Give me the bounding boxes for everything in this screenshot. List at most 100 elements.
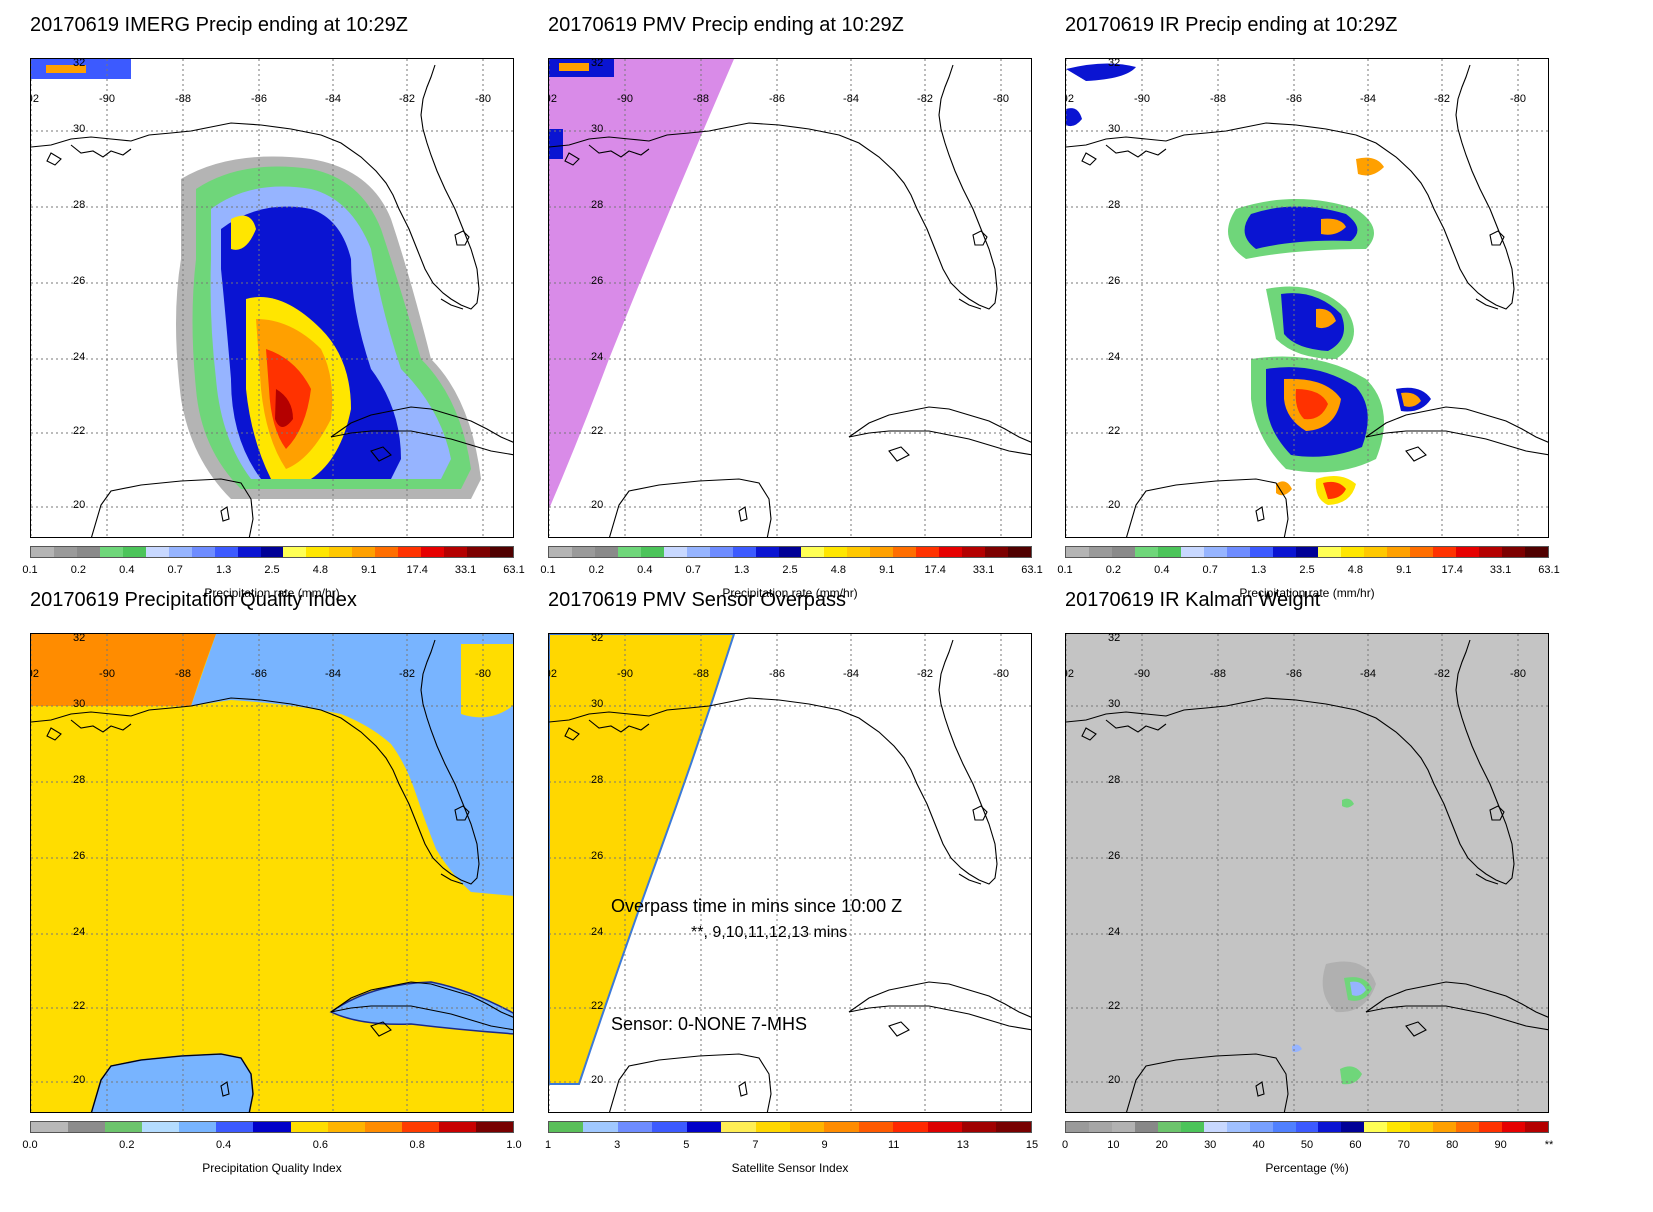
panel-title: 20170619 PMV Precip ending at 10:29Z — [548, 14, 904, 36]
colorbar-tick-label: 1.0 — [506, 1139, 522, 1151]
coastline — [588, 144, 650, 158]
colorbar-swatch — [122, 547, 146, 557]
lat-label: 30 — [73, 698, 86, 710]
panel-title: 20170619 IMERG Precip ending at 10:29Z — [30, 14, 409, 36]
colorbar-swatch — [1226, 1122, 1250, 1132]
lon-label: -84 — [1360, 668, 1376, 680]
lat-label: 26 — [73, 275, 86, 287]
colorbar-swatch — [1502, 547, 1526, 557]
lon-label: -92 — [31, 668, 39, 680]
lon-label: -88 — [1210, 668, 1226, 680]
colorbar-tick-label: 15 — [1025, 1139, 1039, 1151]
lon-label: -82 — [399, 668, 415, 680]
colorbar-tick-label: 0.4 — [215, 1139, 232, 1151]
colorbar-swatch — [1066, 1122, 1089, 1132]
coastline — [31, 64, 480, 310]
colorbar-tick-label: 90 — [1494, 1139, 1507, 1151]
colorbar-swatch — [1387, 547, 1411, 557]
lat-label: 24 — [591, 351, 604, 363]
map-svg — [549, 59, 1031, 537]
precip-field — [1401, 392, 1421, 407]
precip-field — [1316, 308, 1336, 329]
map-panel: 20170619 IR Precip ending at 10:29Z-92-9… — [1057, 0, 1595, 600]
coastline — [330, 406, 513, 443]
colorbar-swatch — [686, 1122, 722, 1132]
colorbar-tick-label: 50 — [1300, 1139, 1314, 1151]
coastline — [46, 152, 62, 166]
colorbar-swatch — [375, 547, 399, 557]
colorbar-ticks: 0.1 0.2 0.4 0.7 1.3 2.5 4.8 9.1 17.4 33.1 63.1 — [22, 564, 524, 578]
lat-label: 32 — [1108, 633, 1121, 644]
colorbar-tick-label: 0 — [1061, 1139, 1069, 1151]
colorbar-ticks: 0 10 20 30 40 50 60 70 80 90 ** — [1061, 1139, 1553, 1153]
panel-title: 20170619 Precipitation Quality Index — [30, 589, 357, 611]
colorbar-tick-label: 0.1 — [1057, 564, 1073, 576]
colorbar-tick-label: 0.7 — [1202, 564, 1218, 576]
lat-label: 22 — [1108, 425, 1121, 437]
lon-label: -80 — [1510, 93, 1526, 105]
lon-label: -86 — [1286, 668, 1302, 680]
precip-field — [1356, 157, 1384, 176]
colorbar-label: Precipitation rate (mm/hr) — [204, 586, 340, 600]
coastline — [549, 639, 998, 885]
lon-label: -84 — [325, 93, 341, 105]
lat-label: 20 — [1108, 1074, 1121, 1086]
colorbar-label: Precipitation Quality Index — [202, 1161, 342, 1175]
coastline — [454, 230, 470, 246]
colorbar-tick-label: 0.2 — [70, 564, 87, 576]
lat-label: 22 — [1108, 1000, 1121, 1012]
colorbar-tick-label: 2.5 — [1299, 564, 1315, 576]
colorbar-swatch — [1249, 547, 1273, 557]
lat-label: 22 — [73, 1000, 86, 1012]
coastline — [1405, 1021, 1427, 1037]
colorbar-swatch — [709, 547, 733, 557]
coastline — [1255, 506, 1265, 522]
colorbar-swatch — [789, 1122, 825, 1132]
colorbar-swatch — [1318, 1122, 1342, 1132]
colorbar-swatch — [652, 1122, 687, 1132]
precip-field — [1295, 389, 1328, 420]
colorbar-tick-label: 0.7 — [685, 564, 701, 576]
lat-label: 30 — [1108, 123, 1121, 135]
lon-label: -80 — [475, 668, 491, 680]
colorbar-swatch — [1272, 547, 1296, 557]
colorbar-swatch — [1111, 547, 1135, 557]
coastline — [609, 478, 772, 537]
coastline — [564, 727, 580, 741]
coastline — [1489, 230, 1505, 246]
colorbar-swatch — [1157, 1122, 1181, 1132]
lat-label: 22 — [591, 425, 604, 437]
colorbar-swatch — [721, 1122, 756, 1132]
colorbar-swatch — [421, 547, 445, 557]
lon-label: -90 — [617, 93, 633, 105]
lat-label: 22 — [591, 1000, 604, 1012]
lon-label: -80 — [993, 668, 1009, 680]
coastline — [848, 430, 1031, 456]
colorbar-swatch — [31, 547, 54, 557]
colorbar-tick-label: 4.8 — [312, 564, 329, 576]
pmv-swath — [549, 59, 734, 509]
colorbar-swatch — [444, 547, 468, 557]
colorbar-swatch — [142, 1122, 180, 1132]
map-area: -92 -90 -88 -86 -84 -82 -80 32 30 28 26 24 22 20 — [1065, 58, 1549, 538]
lon-label: -88 — [693, 668, 709, 680]
colorbar-swatch — [858, 1122, 894, 1132]
colorbar-swatch — [438, 1122, 476, 1132]
coastline — [1126, 1053, 1289, 1112]
sensor-swath — [549, 634, 736, 1085]
colorbar-swatch — [549, 547, 572, 557]
coastline — [1365, 981, 1548, 1018]
colorbar-tick-label: 4.8 — [1347, 564, 1364, 576]
lon-label: -90 — [1134, 668, 1150, 680]
colorbar-swatch — [1180, 1122, 1204, 1132]
map-svg — [549, 634, 1031, 1112]
colorbar-swatch — [1157, 547, 1181, 557]
coastline — [1489, 805, 1505, 821]
colorbar-tick-label: 4.8 — [830, 564, 847, 576]
panel-title: 20170619 PMV Sensor Overpass — [548, 589, 846, 611]
coastline — [972, 805, 988, 821]
colorbar-tick-label: 40 — [1252, 1139, 1265, 1151]
colorbar-swatch — [1479, 1122, 1503, 1132]
coastline — [91, 478, 254, 537]
lon-label: -80 — [475, 93, 491, 105]
